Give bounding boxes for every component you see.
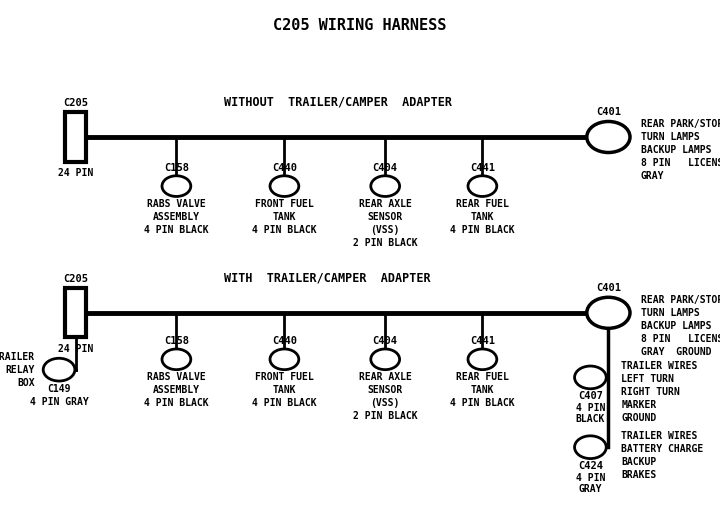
Text: TRAILER WIRES: TRAILER WIRES [621,361,698,371]
Text: C401: C401 [596,283,621,293]
Circle shape [162,176,191,196]
Circle shape [371,176,400,196]
Circle shape [575,436,606,459]
Text: C404: C404 [373,337,397,346]
Text: C404: C404 [373,163,397,173]
Text: SENSOR: SENSOR [368,385,402,395]
Text: REAR PARK/STOP: REAR PARK/STOP [641,295,720,305]
Text: WITH  TRAILER/CAMPER  ADAPTER: WITH TRAILER/CAMPER ADAPTER [225,271,431,284]
Text: C424: C424 [578,461,603,471]
Circle shape [468,349,497,370]
Text: 4 PIN BLACK: 4 PIN BLACK [450,225,515,235]
Text: C158: C158 [164,337,189,346]
FancyBboxPatch shape [65,288,86,337]
Circle shape [270,176,299,196]
Text: REAR AXLE: REAR AXLE [359,372,412,382]
Text: 2 PIN BLACK: 2 PIN BLACK [353,411,418,421]
Text: 4 PIN: 4 PIN [576,473,605,482]
Text: (VSS): (VSS) [371,225,400,235]
Circle shape [270,349,299,370]
Text: C205 WIRING HARNESS: C205 WIRING HARNESS [274,18,446,33]
Text: C158: C158 [164,163,189,173]
Text: (VSS): (VSS) [371,398,400,408]
Text: TURN LAMPS: TURN LAMPS [641,308,700,318]
Text: 24 PIN: 24 PIN [58,343,93,354]
Text: WITHOUT  TRAILER/CAMPER  ADAPTER: WITHOUT TRAILER/CAMPER ADAPTER [225,96,452,109]
Text: RELAY: RELAY [5,364,35,375]
Text: BRAKES: BRAKES [621,469,657,480]
Text: 4 PIN BLACK: 4 PIN BLACK [252,225,317,235]
Text: TANK: TANK [273,385,296,395]
Text: GRAY: GRAY [579,484,602,494]
Text: BACKUP LAMPS: BACKUP LAMPS [641,321,711,331]
Text: 24 PIN: 24 PIN [58,168,93,178]
Text: REAR FUEL: REAR FUEL [456,372,509,382]
Circle shape [371,349,400,370]
Text: MARKER: MARKER [621,400,657,410]
Text: 4 PIN BLACK: 4 PIN BLACK [144,398,209,408]
Text: FRONT FUEL: FRONT FUEL [255,372,314,382]
Text: RIGHT TURN: RIGHT TURN [621,387,680,397]
Text: C407: C407 [578,391,603,401]
Text: 4 PIN BLACK: 4 PIN BLACK [252,398,317,408]
Text: C149: C149 [48,384,71,393]
Circle shape [587,297,630,328]
Text: TANK: TANK [273,212,296,222]
Circle shape [468,176,497,196]
Text: BLACK: BLACK [576,414,605,424]
Text: GRAY  GROUND: GRAY GROUND [641,346,711,357]
Text: 4 PIN GRAY: 4 PIN GRAY [30,397,89,406]
Text: FRONT FUEL: FRONT FUEL [255,199,314,209]
Text: BACKUP: BACKUP [621,457,657,467]
Text: 4 PIN BLACK: 4 PIN BLACK [144,225,209,235]
Circle shape [43,358,75,381]
Text: 4 PIN: 4 PIN [576,403,605,413]
Text: 2 PIN BLACK: 2 PIN BLACK [353,238,418,248]
Text: REAR AXLE: REAR AXLE [359,199,412,209]
Text: RABS VALVE: RABS VALVE [147,199,206,209]
Circle shape [587,121,630,153]
Circle shape [162,349,191,370]
Text: C440: C440 [272,163,297,173]
Text: TRAILER: TRAILER [0,352,35,362]
Text: C441: C441 [470,163,495,173]
FancyBboxPatch shape [65,113,86,161]
Text: C441: C441 [470,337,495,346]
Text: BACKUP LAMPS: BACKUP LAMPS [641,145,711,155]
Circle shape [575,366,606,389]
Text: REAR PARK/STOP: REAR PARK/STOP [641,119,720,129]
Text: TRAILER WIRES: TRAILER WIRES [621,431,698,441]
Text: 8 PIN   LICENSE LAMPS: 8 PIN LICENSE LAMPS [641,158,720,168]
Text: C205: C205 [63,98,88,109]
Text: BOX: BOX [17,377,35,388]
Text: BATTERY CHARGE: BATTERY CHARGE [621,444,703,454]
Text: TANK: TANK [471,212,494,222]
Text: C205: C205 [63,274,88,284]
Text: 4 PIN BLACK: 4 PIN BLACK [450,398,515,408]
Text: C401: C401 [596,108,621,117]
Text: ASSEMBLY: ASSEMBLY [153,212,200,222]
Text: LEFT TURN: LEFT TURN [621,374,674,384]
Text: GRAY: GRAY [641,171,665,181]
Text: TANK: TANK [471,385,494,395]
Text: 8 PIN   LICENSE LAMPS: 8 PIN LICENSE LAMPS [641,333,720,344]
Text: REAR FUEL: REAR FUEL [456,199,509,209]
Text: ASSEMBLY: ASSEMBLY [153,385,200,395]
Text: TURN LAMPS: TURN LAMPS [641,132,700,142]
Text: GROUND: GROUND [621,413,657,423]
Text: C440: C440 [272,337,297,346]
Text: RABS VALVE: RABS VALVE [147,372,206,382]
Text: SENSOR: SENSOR [368,212,402,222]
